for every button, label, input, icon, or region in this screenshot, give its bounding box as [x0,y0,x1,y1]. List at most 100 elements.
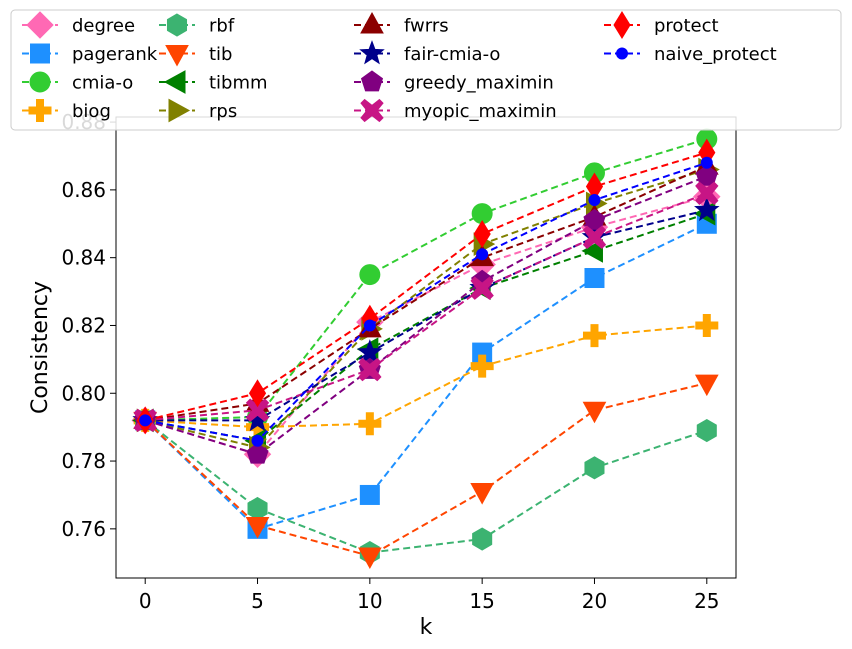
legend-item: fair-cmia-o [354,40,500,65]
legend-marker [28,99,52,122]
data-point [695,181,719,205]
legend-label: biog [72,101,111,122]
series-line [145,324,707,429]
legend-item: naive_protect [604,44,777,65]
legend-box [10,9,842,131]
data-point [357,547,382,570]
legend-marker [29,71,51,93]
y-tick-label: 0.82 [61,313,106,337]
legend-marker [166,13,188,37]
series-cmia-o [134,128,718,431]
series-line [144,222,708,530]
x-tick-label: 10 [357,589,382,613]
data-point [251,434,264,447]
legend-label: rps [209,101,237,122]
data-point [476,248,489,261]
x-tick-label: 25 [694,589,719,613]
data-point [582,401,607,424]
series-line [145,161,708,442]
x-tick-label: 0 [139,589,152,613]
data-point [359,264,381,286]
legend-marker [26,11,54,39]
series-line [144,195,708,456]
legend-item: rps [159,98,237,123]
legend-marker [360,98,384,123]
data-point [588,194,601,207]
data-point [695,164,718,186]
data-point [582,225,607,250]
x-tick-label: 5 [251,589,264,613]
series-line [145,165,708,422]
y-axis-label: Consistency [28,281,53,414]
legend-marker [360,11,384,34]
legend-label: protect [654,16,719,37]
data-point [245,398,270,422]
series-rbf [135,408,717,565]
legend-label: tibmm [209,73,268,94]
y-tick-label: 0.84 [61,246,106,270]
legend-item: biog [22,99,111,122]
data-point [363,319,376,332]
legend-label: myopic_maximin [404,101,557,122]
legend-marker [165,45,189,67]
series-layer [131,128,721,570]
legend-item: cmia-o [22,71,133,94]
series-greedy_maximin [134,164,718,464]
series-line [145,192,708,422]
series-tib [133,374,719,570]
series-line [145,209,708,422]
x-axis-label: k [420,615,433,640]
series-line [144,175,708,456]
series-line [145,212,708,442]
data-point [357,339,383,364]
data-point [583,208,606,230]
y-tick-label: 0.86 [61,178,106,202]
legend-marker [168,98,191,123]
legend-marker [616,47,628,60]
y-tick-label: 0.78 [61,449,106,473]
x-tick-label: 20 [582,589,607,613]
data-point [695,313,719,337]
legend-label: tib [209,44,232,65]
legend-label: rbf [209,16,235,37]
data-point [246,442,269,464]
data-point [247,496,268,521]
series-line [144,419,708,554]
legend-label: pagerank [72,44,158,65]
legend-label: degree [72,16,135,37]
data-point [700,156,713,169]
data-point [470,354,494,378]
y-axis-ticks: 0.760.780.800.820.840.860.88 [61,110,116,541]
legend-label: fair-cmia-o [404,44,500,65]
legend-label: naive_protect [654,44,777,65]
data-point [473,219,491,248]
data-point [472,527,493,551]
series-pagerank [135,213,717,539]
legend-item: myopic_maximin [354,98,557,123]
legend-marker [359,40,385,65]
legend-marker [613,11,631,39]
legend-item: pagerank [22,43,158,65]
data-point [694,374,719,397]
legend-item: degree [22,11,135,39]
data-point [694,196,720,222]
data-point [358,357,382,382]
legend-items: degree pagerank cmia-o biog rbf tib tibmm rps fw… [22,11,777,123]
data-point [248,379,267,408]
legend-item: protect [604,11,719,39]
data-point [470,276,494,300]
legend-label: fwrrs [404,16,449,37]
data-point [584,268,605,289]
y-tick-label: 0.76 [61,517,106,541]
data-point [582,324,606,348]
data-point [358,412,382,436]
data-point [696,418,717,443]
series-tibmm [132,201,716,453]
series-protect [136,138,716,435]
legend-item: tib [159,44,232,67]
series-myopic_maximin [133,181,719,433]
series-line [144,168,708,449]
series-biog [133,313,719,439]
y-tick-label: 0.80 [61,381,106,405]
